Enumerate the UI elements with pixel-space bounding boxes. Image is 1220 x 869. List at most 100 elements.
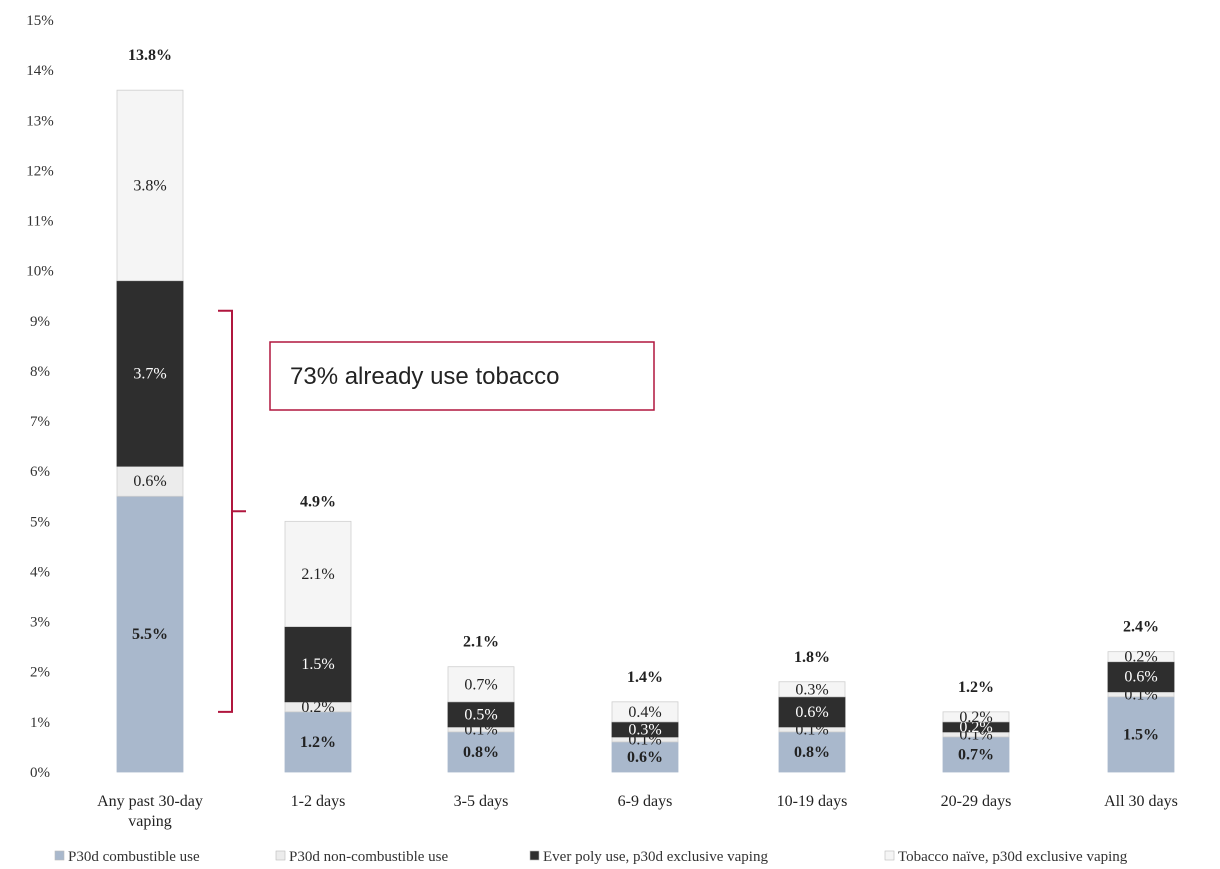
- x-category-label: 20-29 days: [941, 793, 1012, 810]
- x-category-label: 6-9 days: [618, 793, 673, 810]
- bar-segment: [942, 711, 1010, 723]
- segment-label: 0.8%: [794, 744, 830, 761]
- segment-label: 0.2%: [301, 699, 334, 716]
- segment-label: 0.4%: [628, 704, 661, 721]
- y-tick-label: 10%: [26, 264, 54, 280]
- bar-segment: [116, 495, 184, 773]
- legend-item: Ever poly use, p30d exclusive vaping: [529, 849, 768, 865]
- bar-total-label: 13.8%: [128, 47, 172, 64]
- segment-label: 0.5%: [464, 706, 497, 723]
- bar-segment: [284, 520, 352, 628]
- y-tick-label: 0%: [30, 765, 50, 781]
- bar-total-label: 1.2%: [958, 679, 994, 696]
- legend-swatch: [54, 850, 65, 861]
- x-axis: Any past 30-day vaping 1-2 days 3-5 days 6-9…: [97, 793, 1178, 830]
- segment-label: 0.2%: [959, 709, 992, 726]
- legend-label: Tobacco naïve, p30d exclusive vaping: [898, 849, 1128, 865]
- legend-item: Tobacco naïve, p30d exclusive vaping: [884, 849, 1128, 865]
- bar-segment: [447, 701, 515, 728]
- legend-swatch: [529, 850, 540, 861]
- bar-segment: [611, 741, 679, 773]
- segment-label: 0.6%: [627, 749, 663, 766]
- y-tick-label: 4%: [30, 564, 50, 580]
- segment-label: 1.5%: [301, 656, 334, 673]
- bar-segment: [116, 89, 184, 282]
- bar-segment: [447, 666, 515, 703]
- segment-label: 5.5%: [132, 626, 168, 643]
- bar-segment: [284, 711, 352, 773]
- segment-label: 0.8%: [463, 744, 499, 761]
- x-category-label: 1-2 days: [291, 793, 346, 810]
- bar-segment: [611, 701, 679, 723]
- y-tick-label: 6%: [30, 464, 50, 480]
- segment-label: 0.6%: [1124, 669, 1157, 686]
- bar-segment: [1107, 661, 1175, 693]
- legend-item: P30d non-combustible use: [275, 849, 448, 865]
- legend: P30d combustible use P30d non-combustible…: [54, 849, 1128, 865]
- bar-segment: [778, 731, 846, 773]
- segment-label: 3.7%: [133, 365, 166, 382]
- legend-swatch: [884, 850, 895, 861]
- bar-total-label: 2.1%: [463, 634, 499, 651]
- legend-swatch: [275, 850, 286, 861]
- callout-text: 73% already use tobacco: [290, 363, 560, 390]
- segment-label: 0.6%: [133, 473, 166, 490]
- legend-label: P30d non-combustible use: [289, 849, 448, 865]
- bar-segment: [942, 736, 1010, 773]
- legend-label: P30d combustible use: [68, 849, 200, 865]
- segment-label: 2.1%: [301, 566, 334, 583]
- bar-stack: 5.5% 0.6% 3.7% 3.8% 13.8%: [116, 47, 184, 773]
- x-category-label: vaping: [128, 813, 172, 830]
- bar-segment: [778, 681, 846, 698]
- bar-total-label: 1.4%: [627, 669, 663, 686]
- bar-stack: 0.6%0.1%0.3%0.4%1.4%: [611, 669, 679, 773]
- y-tick-label: 2%: [30, 665, 50, 681]
- bar-stack: 1.5%0.1%0.6%0.2%2.4%: [1107, 619, 1175, 773]
- x-category-label: 3-5 days: [454, 793, 509, 810]
- segment-label: 0.2%: [1124, 649, 1157, 666]
- segment-label: 0.6%: [795, 704, 828, 721]
- segment-label: 0.3%: [795, 681, 828, 698]
- bar-segment: [1107, 651, 1175, 663]
- segment-label: 0.2%: [959, 719, 992, 736]
- bar-total-label: 4.9%: [300, 493, 336, 510]
- segment-label: 1.2%: [300, 734, 336, 751]
- bar-stack: 0.8%0.1%0.6%0.3%1.8%: [778, 649, 846, 773]
- y-axis: 0% 1% 2% 3% 4% 5% 6% 7% 8% 9% 10% 11% 12% 13% 14% 15%: [26, 13, 54, 781]
- x-category-label: 10-19 days: [777, 793, 848, 810]
- y-tick-label: 13%: [26, 113, 54, 129]
- segment-label: 3.8%: [133, 177, 166, 194]
- y-tick-label: 14%: [26, 63, 54, 79]
- y-tick-label: 1%: [30, 715, 50, 731]
- y-tick-label: 15%: [26, 13, 54, 29]
- callout-bracket: [218, 309, 246, 713]
- legend-item: P30d combustible use: [54, 849, 200, 865]
- y-tick-label: 5%: [30, 514, 50, 530]
- bar-segment: [116, 465, 184, 497]
- bar-segment: [116, 280, 184, 467]
- y-tick-label: 12%: [26, 163, 54, 179]
- segment-label: 0.3%: [628, 721, 661, 738]
- y-tick-label: 8%: [30, 364, 50, 380]
- segment-label: 0.7%: [464, 676, 497, 693]
- x-category-label: All 30 days: [1104, 793, 1178, 810]
- bar-stack: 0.8%0.1%0.5%0.7%2.1%: [447, 634, 515, 773]
- bar-segment: [1107, 696, 1175, 773]
- segment-label: 1.5%: [1123, 726, 1159, 743]
- y-tick-label: 3%: [30, 615, 50, 631]
- bar-segment: [447, 731, 515, 773]
- bar-total-label: 1.8%: [794, 649, 830, 666]
- bar-total-label: 2.4%: [1123, 619, 1159, 636]
- y-tick-label: 7%: [30, 414, 50, 430]
- callout-box: [269, 341, 655, 411]
- y-tick-label: 9%: [30, 314, 50, 330]
- bar-stack: 0.7%0.1%0.2%0.2%1.2%: [942, 679, 1010, 773]
- callout-annotation: 73% already use tobacco: [218, 309, 655, 713]
- bars: 5.5% 0.6% 3.7% 3.8% 13.8% 1.2% 0.2% 1.5% 2.1% 4.9…: [116, 47, 1175, 773]
- bar-segment: [778, 696, 846, 728]
- x-category-label: Any past 30-day: [97, 793, 203, 810]
- y-tick-label: 11%: [27, 214, 54, 230]
- bar-stack: 1.2% 0.2% 1.5% 2.1% 4.9%: [284, 493, 352, 773]
- legend-label: Ever poly use, p30d exclusive vaping: [543, 849, 768, 865]
